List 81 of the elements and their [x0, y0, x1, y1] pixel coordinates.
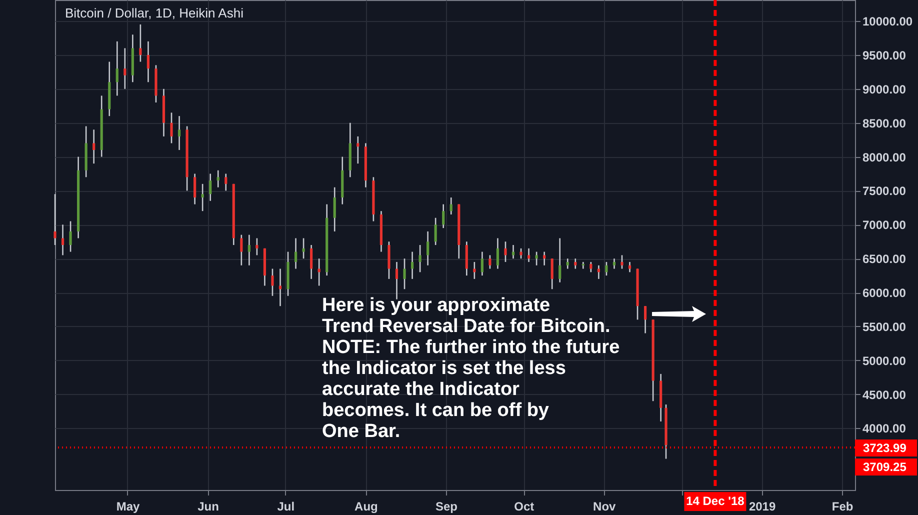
candlestick	[403, 258, 406, 290]
annotation: Here is your approximate Trend Reversal Date for Bitcoin. NOTE: The further into the future the Indicator is set the less accurate the Indicator becomes. It can be off by One Bar.	[322, 295, 620, 442]
candlestick	[644, 305, 647, 334]
candlestick	[504, 240, 507, 263]
candlestick	[612, 258, 616, 270]
candlestick	[450, 196, 452, 216]
candlestick	[146, 40, 150, 83]
x-tick-label: Oct	[514, 500, 534, 514]
x-tick-label: May	[116, 500, 140, 514]
x-tick-label: Sep	[435, 500, 458, 514]
candlestick	[256, 238, 258, 256]
candlestick	[527, 248, 530, 263]
candlestick	[535, 251, 538, 266]
candlestick	[139, 24, 142, 62]
candlestick	[92, 128, 96, 164]
candlestick	[61, 224, 64, 256]
y-tick-label: 8500.00	[862, 116, 906, 130]
y-tick-label: 7500.00	[862, 184, 906, 198]
y-tick-label: 9000.00	[862, 82, 906, 96]
candlestick	[194, 173, 196, 205]
candlestick	[426, 230, 430, 266]
candlestick	[54, 193, 56, 246]
candlestick	[271, 268, 274, 297]
y-tick-label: 8000.00	[862, 150, 906, 164]
chart-title: Bitcoin / Dollar, 1D, Heikin Ashi	[65, 6, 244, 20]
candlestick	[388, 240, 390, 280]
candlestick	[550, 258, 554, 290]
candlestick	[240, 234, 243, 266]
candlestick	[480, 251, 484, 276]
y-tick-label: 4000.00	[862, 422, 906, 436]
candlestick	[410, 251, 414, 280]
y-tick-label: 5000.00	[862, 354, 906, 368]
candlestick	[116, 40, 118, 96]
candlestick	[582, 261, 584, 270]
x-tick-label: Nov	[593, 500, 616, 514]
candlestick	[178, 115, 181, 151]
candlestick	[216, 170, 220, 188]
candlestick	[170, 112, 173, 144]
candlestick	[124, 48, 126, 90]
candlestick	[620, 254, 624, 270]
y-tick-label: 7000.00	[862, 218, 906, 232]
candlestick	[302, 238, 305, 260]
ref-line-label: 3723.99	[863, 440, 907, 455]
candlestick	[333, 186, 336, 232]
candlestick	[628, 261, 632, 273]
y-tick-label: 6000.00	[862, 286, 906, 300]
x-tick-label: Feb	[832, 500, 854, 514]
candlestick	[294, 238, 298, 270]
candlestick	[201, 183, 204, 212]
y-tick-label: 5500.00	[862, 320, 906, 334]
candlestick	[558, 238, 562, 283]
candlestick	[442, 204, 445, 229]
candlestick	[356, 136, 360, 164]
candlestick	[278, 268, 282, 307]
candlestick	[224, 173, 228, 192]
candlestick	[465, 240, 468, 276]
y-tick-label: 10000.00	[862, 14, 913, 29]
candlestick	[488, 254, 492, 270]
candlestick	[590, 261, 592, 273]
candlestick	[520, 248, 522, 260]
candlestick	[395, 261, 398, 300]
ref-line-label: 14 Dec '18	[686, 494, 745, 508]
y-tick-label: 6500.00	[862, 252, 906, 266]
candlestick	[69, 220, 72, 252]
candlestick	[418, 244, 422, 273]
ref-line-label: 3709.25	[863, 460, 907, 474]
candlestick	[248, 234, 250, 266]
candlestick	[543, 251, 546, 266]
candlestick	[574, 258, 577, 270]
candlestick	[605, 261, 608, 276]
x-tick-label: Jun	[198, 500, 219, 514]
y-tick-label: 9500.00	[862, 48, 906, 62]
x-tick-label: Jul	[277, 500, 295, 514]
candlestick	[434, 217, 437, 246]
candlestick	[496, 238, 500, 270]
candlestick	[310, 244, 313, 280]
candlestick	[209, 173, 212, 202]
x-tick-label: 2019	[748, 500, 776, 514]
x-tick-label: Aug	[354, 500, 378, 514]
y-tick-label: 4500.00	[862, 388, 906, 402]
candlestick	[566, 258, 569, 270]
